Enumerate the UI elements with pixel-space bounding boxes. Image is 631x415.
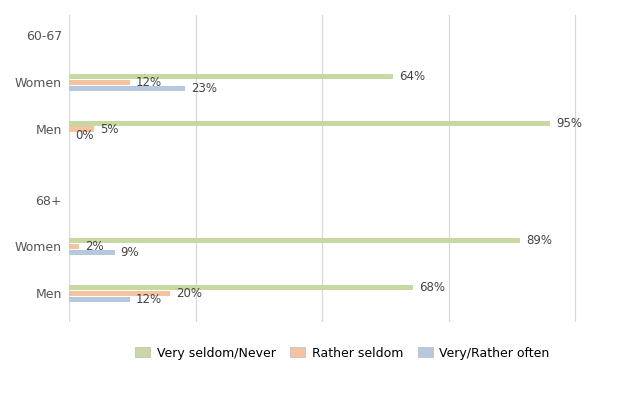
Bar xyxy=(69,85,186,91)
Text: 0%: 0% xyxy=(75,129,93,142)
Bar xyxy=(69,73,393,79)
Text: 20%: 20% xyxy=(176,287,203,300)
Text: 23%: 23% xyxy=(192,82,218,95)
Bar xyxy=(69,127,94,132)
Text: 68%: 68% xyxy=(420,281,445,294)
Text: 5%: 5% xyxy=(100,123,119,136)
Bar xyxy=(69,238,520,243)
Text: 9%: 9% xyxy=(121,246,139,259)
Text: 95%: 95% xyxy=(557,117,582,130)
Text: 89%: 89% xyxy=(526,234,552,247)
Bar xyxy=(69,285,413,290)
Bar xyxy=(69,297,130,302)
Legend: Very seldom/Never, Rather seldom, Very/Rather often: Very seldom/Never, Rather seldom, Very/R… xyxy=(131,342,555,365)
Text: 12%: 12% xyxy=(136,76,162,89)
Bar xyxy=(69,120,550,126)
Bar xyxy=(69,244,79,249)
Bar xyxy=(69,80,130,85)
Text: 12%: 12% xyxy=(136,293,162,306)
Text: 2%: 2% xyxy=(85,240,103,253)
Bar xyxy=(69,250,115,255)
Bar xyxy=(69,290,170,296)
Text: 64%: 64% xyxy=(399,70,425,83)
